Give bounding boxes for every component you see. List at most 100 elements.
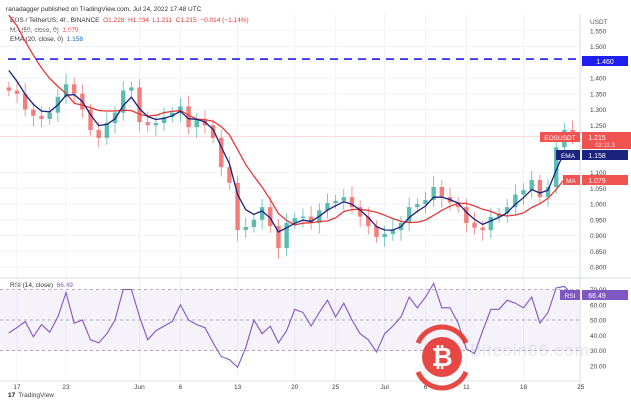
ohlc-open: O1.228	[103, 17, 125, 24]
candle	[259, 198, 265, 230]
candle	[423, 191, 428, 214]
candle	[161, 107, 167, 132]
candle	[325, 193, 330, 219]
candle	[464, 198, 469, 233]
price-tick-label: 1.300	[590, 107, 607, 114]
grid	[0, 14, 582, 381]
candle	[251, 214, 257, 233]
candle	[415, 198, 420, 213]
ma-tag: MA 1.079	[563, 175, 628, 185]
rsi-levels	[0, 289, 580, 351]
price-tick-label: 0.850	[590, 249, 607, 256]
candle	[210, 119, 216, 144]
price-tick-label: 0.900	[590, 233, 607, 240]
rsi-tag-label: RSI	[565, 293, 576, 300]
candle	[63, 73, 69, 104]
tradingview-logo[interactable]: 17 TradingView	[8, 392, 54, 399]
price-tick-label: 1.400	[590, 76, 607, 83]
price-axis[interactable]: USDT1.5501.5001.4001.3501.3001.2501.1001…	[590, 19, 608, 272]
price-tick-label: 1.000	[590, 202, 607, 209]
candle	[439, 180, 445, 208]
symbol-name: EOS / TetherUS, 4h, BINANCE	[10, 17, 100, 24]
symbol-price-tag: EOSUSDT 1.215 02:11:3	[540, 132, 631, 149]
time-tick-label: 6	[424, 384, 428, 391]
price-tick-label: 1.550	[590, 28, 607, 35]
rsi-tick-label: 60.00	[590, 302, 607, 309]
price-tick-label: 0.800	[590, 265, 607, 272]
candle	[292, 212, 297, 229]
time-tick-label: Jul	[380, 384, 389, 391]
candle	[357, 200, 363, 228]
candle	[71, 77, 77, 105]
last-price: 1.215	[588, 135, 606, 142]
candle	[6, 81, 12, 97]
candle	[545, 178, 551, 207]
rsi-tick-label: 50.00	[590, 318, 607, 325]
candle	[227, 156, 232, 190]
price-tick-label: 1.100	[590, 170, 607, 177]
ema-legend-value: 1.158	[66, 36, 84, 43]
candle	[317, 203, 322, 234]
time-tick-label: 25	[332, 384, 340, 391]
rsi-line	[8, 282, 573, 369]
candle	[300, 208, 306, 228]
time-tick-label: 6	[179, 384, 183, 391]
rsi-tag-value: 66.49	[588, 293, 606, 300]
candle	[243, 217, 248, 239]
tradingview-logo-icon: 17	[8, 392, 16, 399]
ohlc-change: −0.014 (−1.14%)	[200, 17, 249, 24]
price-tick-label: 0.950	[590, 217, 607, 224]
rsi-tick-label: 20.00	[590, 363, 607, 370]
candle	[513, 183, 518, 215]
rsi-tick-label: 40.00	[590, 333, 607, 340]
candle	[431, 176, 436, 207]
rsi-legend: RSI (14, close) 66.49	[10, 282, 73, 289]
ohlc-low: L1.211	[152, 17, 173, 24]
candle	[121, 81, 126, 121]
tradingview-brand: TradingView	[18, 392, 55, 399]
candle	[129, 81, 134, 97]
candle	[472, 212, 477, 235]
candle	[276, 219, 281, 259]
candle	[341, 188, 346, 211]
price-tick-label: 1.250	[590, 123, 607, 130]
symbol-tag-label: EOSUSDT	[544, 135, 575, 142]
symbol-legend: EOS / TetherUS, 4h, BINANCE O1.228 H1.23…	[10, 17, 249, 24]
candle	[374, 220, 379, 243]
ema-tag: EMA 1.158	[556, 150, 628, 160]
candle	[104, 112, 110, 145]
candle	[455, 196, 461, 213]
ma-line	[8, 14, 573, 226]
candle	[39, 106, 44, 128]
ema-line	[8, 70, 573, 233]
time-axis[interactable]: 17 23 Jun 6 13 20 25 Jul 6 11 18 25	[13, 384, 584, 391]
time-tick-label: 20	[291, 384, 299, 391]
ema-tag-value: 1.158	[588, 153, 606, 160]
candles	[6, 73, 575, 259]
resistance-tag-value: 1.460	[596, 59, 614, 66]
candle	[529, 170, 534, 199]
candle	[145, 111, 150, 133]
rsi-legend-label: RSI (14, close)	[10, 282, 53, 289]
time-tick-label: 25	[577, 384, 585, 391]
rsi-legend-value: 66.49	[56, 282, 73, 289]
currency-label: USDT	[590, 19, 608, 26]
candle	[88, 103, 93, 136]
candle	[554, 136, 559, 194]
candle	[170, 106, 175, 123]
ma-tag-label: MA	[566, 178, 576, 185]
time-tick-label: 18	[520, 384, 528, 391]
candle	[537, 174, 543, 203]
candle	[366, 207, 371, 235]
published-caption: ranadagger published on TradingView.com,…	[6, 6, 202, 13]
rsi-tick-label: 30.00	[590, 348, 607, 355]
ema-legend: EMA (20, close, 0) 1.158	[10, 36, 83, 43]
time-tick-label: 23	[62, 384, 70, 391]
bitcoin-watermark-logo: ₿	[415, 324, 469, 391]
candle	[505, 198, 510, 223]
rsi-tag: RSI 66.49	[560, 290, 628, 300]
candle	[308, 205, 314, 230]
time-tick-label: Jun	[134, 384, 145, 391]
candle	[137, 79, 142, 132]
